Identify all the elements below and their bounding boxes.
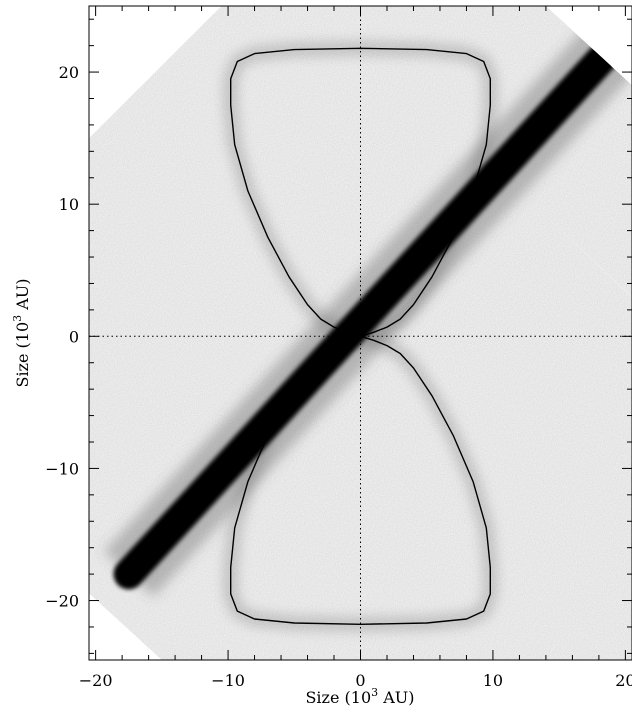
x-tick-label: 20	[615, 671, 632, 690]
x-tick-label: −20	[79, 671, 113, 690]
x-axis-label: Size (103 AU)	[305, 686, 414, 707]
y-tick-label: 0	[69, 327, 79, 346]
image-layer	[89, 6, 632, 660]
x-tick-label: 0	[355, 671, 365, 690]
disk-core-sharp	[120, 18, 632, 582]
y-tick-label: −10	[45, 459, 79, 478]
y-tick-label: 10	[59, 195, 79, 214]
y-tick-label: −20	[45, 592, 79, 611]
y-tick-label: 20	[59, 63, 79, 82]
x-axis-label-main: Size (10	[305, 688, 371, 707]
x-axis-label-units: AU)	[378, 688, 414, 707]
x-tick-label: −10	[211, 671, 245, 690]
svg-text:Size (103 AU): Size (103 AU)	[305, 686, 414, 707]
y-axis-label-units: AU)	[13, 278, 32, 314]
x-axis-label-exponent: 3	[371, 686, 378, 699]
svg-text:Size (103 AU): Size (103 AU)	[11, 278, 32, 387]
y-axis-label: Size (103 AU)	[11, 278, 32, 387]
axes: −20 −10 0 10 20 −20 −10 0 10 20	[45, 5, 632, 690]
y-axis-label-main: Size (10	[13, 322, 32, 388]
lower-lobe-outline	[230, 335, 491, 625]
y-axis-label-exponent: 3	[11, 315, 24, 322]
model-outline	[230, 47, 491, 625]
x-tick-label: 10	[483, 671, 503, 690]
upper-lobe-outline	[230, 47, 491, 337]
